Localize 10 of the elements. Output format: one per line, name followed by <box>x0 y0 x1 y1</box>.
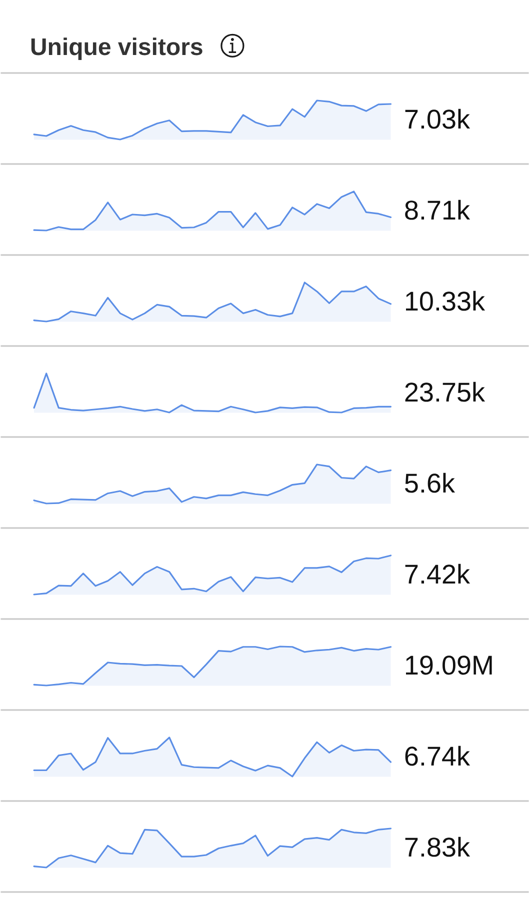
text: 19.09M <box>406 656 492 675</box>
text: 23.75k <box>405 382 485 402</box>
text: 10.33k <box>406 290 485 311</box>
text: 6.74k <box>405 746 470 766</box>
text: 8.71k <box>404 200 470 220</box>
text: 7.83k <box>405 836 470 857</box>
text: 7.42k <box>405 564 470 584</box>
chart-title: Unique visitors <box>31 38 202 60</box>
text: 5.6k <box>404 472 455 493</box>
text: 7.03k <box>405 108 470 129</box>
